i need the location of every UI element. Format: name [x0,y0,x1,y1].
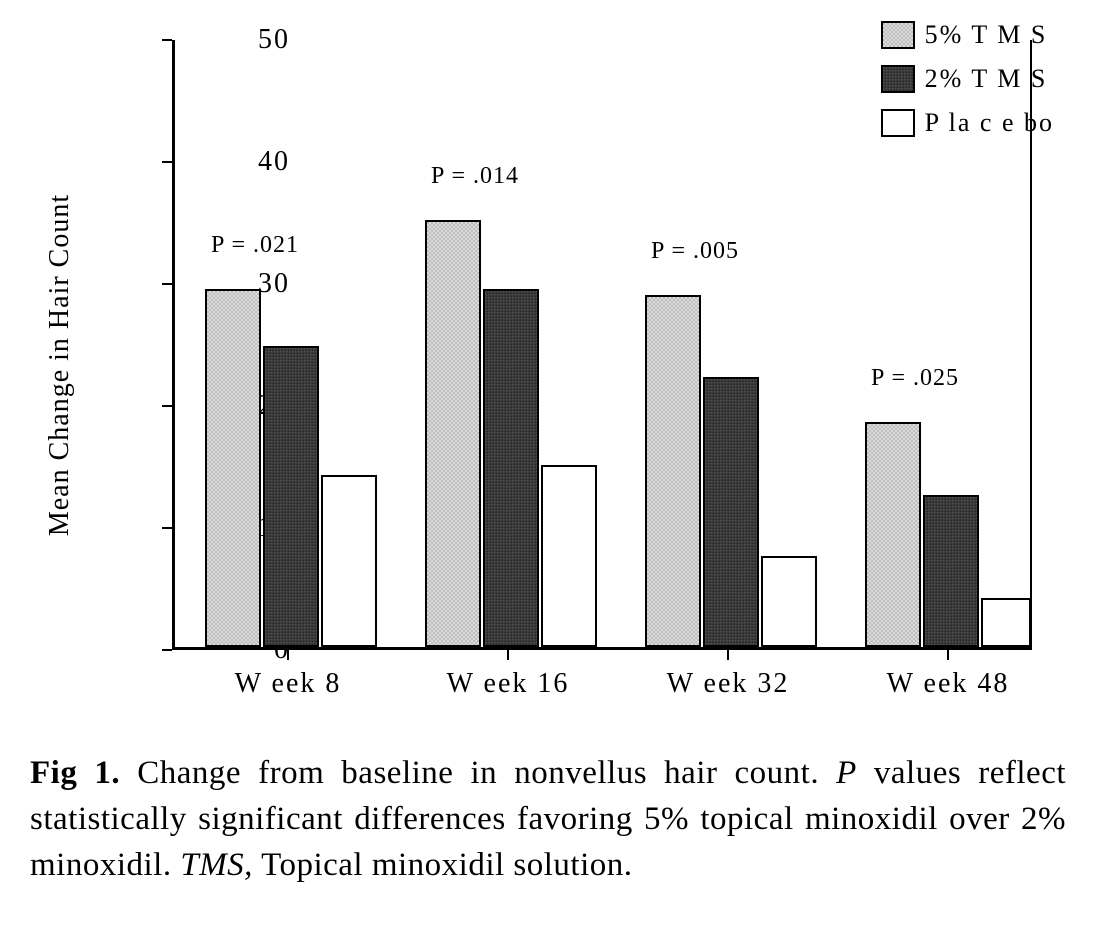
legend: 5% T M S 2% T M S P la c e bo [881,20,1054,152]
bar-5pct-week32 [645,295,701,647]
figure-container: Mean Change in Hair Count 0 10 20 30 40 … [0,0,1096,936]
legend-swatch-5pct [881,21,915,49]
figure-caption: Fig 1. Change from baseline in nonvellus… [30,750,1066,889]
p-value-week16: P = .014 [431,163,519,190]
caption-text-3: Topical minoxidil solution. [253,847,633,883]
bar-2pct-week48 [923,495,979,647]
caption-label: Fig 1. [30,755,120,791]
y-tick-mark [162,405,172,407]
x-tick-label-week16: W eek 16 [447,668,570,700]
chart-area: Mean Change in Hair Count 0 10 20 30 40 … [70,20,1060,710]
legend-label-2pct: 2% T M S [925,64,1048,94]
bar-placebo-week8 [321,475,377,647]
bar-5pct-week48 [865,422,921,647]
bar-5pct-week16 [425,220,481,647]
legend-swatch-2pct [881,65,915,93]
y-axis-label: Mean Change in Hair Count [44,194,76,536]
y-tick-mark [162,527,172,529]
bar-placebo-week32 [761,556,817,647]
bar-2pct-week16 [483,289,539,647]
x-tick-mark [947,650,949,660]
caption-text-1: Change from baseline in nonvellus hair c… [120,755,836,791]
y-tick-mark [162,649,172,651]
caption-TMS-italic: TMS, [180,847,253,883]
x-tick-label-week32: W eek 32 [667,668,790,700]
legend-item-2pct: 2% T M S [881,64,1054,94]
y-tick-mark [162,283,172,285]
legend-swatch-placebo [881,109,915,137]
p-value-week48: P = .025 [871,365,959,392]
bar-placebo-week16 [541,465,597,647]
legend-item-placebo: P la c e bo [881,108,1054,138]
y-tick-mark [162,39,172,41]
caption-P-italic: P [836,755,857,791]
x-tick-mark [287,650,289,660]
x-tick-label-week48: W eek 48 [887,668,1010,700]
p-value-week8: P = .021 [211,232,299,259]
p-value-week32: P = .005 [651,238,739,265]
x-tick-label-week8: W eek 8 [235,668,342,700]
bar-2pct-week32 [703,377,759,647]
x-tick-mark [507,650,509,660]
legend-label-placebo: P la c e bo [925,108,1054,138]
bar-5pct-week8 [205,289,261,647]
bar-placebo-week48 [981,598,1031,647]
x-tick-mark [727,650,729,660]
y-tick-mark [162,161,172,163]
legend-item-5pct: 5% T M S [881,20,1054,50]
bar-2pct-week8 [263,346,319,647]
legend-label-5pct: 5% T M S [925,20,1048,50]
